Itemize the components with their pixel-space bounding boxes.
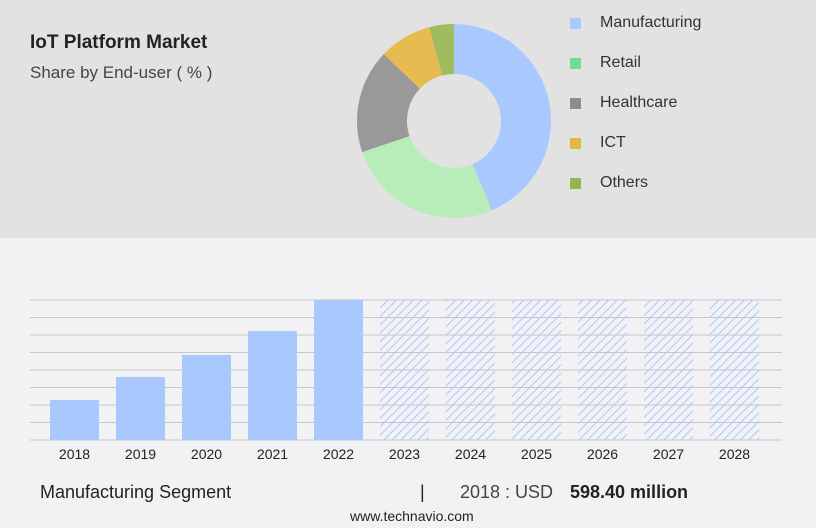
legend-item-others: Others: [570, 174, 648, 192]
bar-2025: [512, 300, 561, 440]
bar-2023: [380, 300, 429, 440]
chart-subtitle: Share by End-user ( % ): [30, 63, 213, 82]
slice-ict: [383, 27, 443, 89]
legend-label: Others: [600, 174, 649, 191]
chart-title: IoT Platform Market: [30, 32, 208, 53]
legend-item-retail: Retail: [570, 54, 641, 72]
legend-label: Manufacturing: [600, 14, 702, 31]
x-tick-label: 2018: [59, 446, 90, 462]
bar-2026: [578, 300, 627, 440]
legend-swatch: [570, 177, 581, 189]
value-label: 598.40 million: [570, 482, 689, 502]
slice-healthcare: [357, 54, 420, 153]
legend-label: Retail: [600, 54, 641, 71]
legend-item-ict: ICT: [570, 134, 626, 152]
year-label: 2018 : USD: [460, 482, 554, 502]
bar-2028: [710, 300, 759, 440]
slice-others: [429, 24, 454, 76]
legend-swatch: [570, 97, 581, 109]
donut-chart: [357, 24, 551, 218]
x-tick-label: 2023: [389, 446, 420, 462]
segment-label: Manufacturing Segment: [40, 482, 232, 502]
legend-item-manufacturing: Manufacturing: [570, 14, 701, 32]
x-tick-label: 2019: [125, 446, 156, 462]
bar-2018: [50, 399, 99, 440]
legend-item-healthcare: Healthcare: [570, 94, 677, 112]
separator: |: [420, 482, 425, 502]
slice-manufacturing: [454, 24, 551, 211]
bar-2024: [446, 300, 495, 440]
legend-swatch: [570, 57, 581, 69]
x-tick-label: 2024: [455, 446, 486, 462]
bar-2020: [182, 354, 231, 440]
x-tick-label: 2026: [587, 446, 618, 462]
slice-retail: [362, 136, 492, 218]
x-tick-label: 2028: [719, 446, 750, 462]
bar-2021: [248, 331, 297, 440]
bar-2022: [314, 300, 363, 440]
x-tick-label: 2020: [191, 446, 222, 462]
legend-swatch: [570, 17, 581, 29]
bar-2019: [116, 377, 165, 440]
legend-label: ICT: [600, 134, 626, 151]
x-tick-label: 2027: [653, 446, 684, 462]
x-tick-label: 2025: [521, 446, 552, 462]
source-url: www.technavio.com: [350, 508, 474, 524]
legend-swatch: [570, 137, 581, 149]
x-tick-label: 2021: [257, 446, 288, 462]
bar-2027: [644, 300, 693, 440]
x-tick-label: 2022: [323, 446, 354, 462]
legend-label: Healthcare: [600, 94, 678, 111]
